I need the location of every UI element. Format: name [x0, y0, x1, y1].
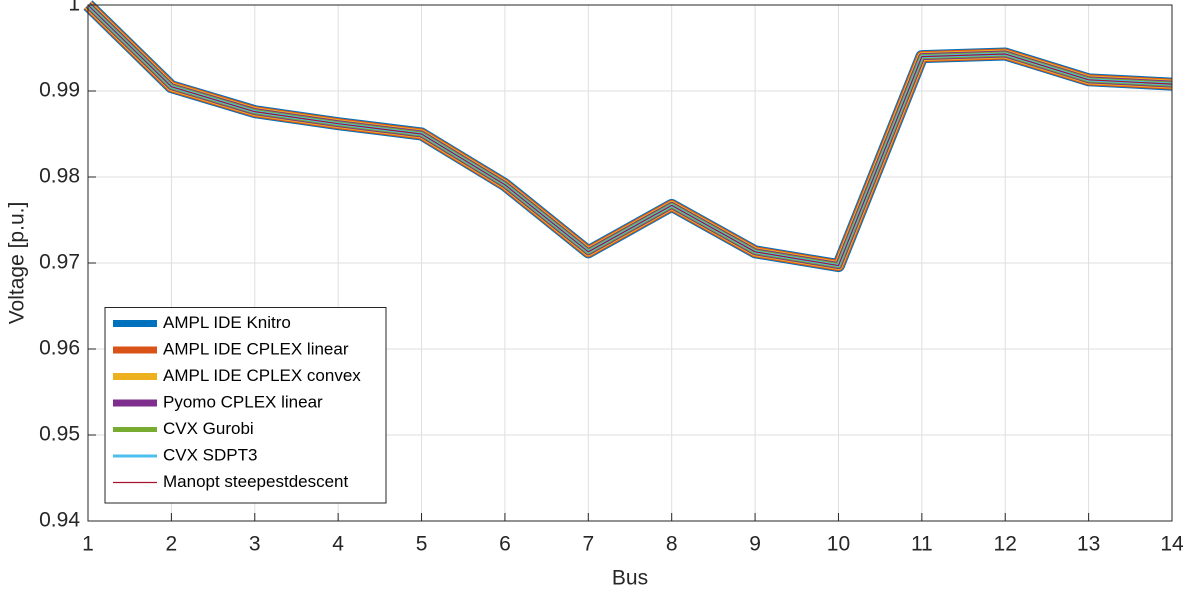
legend-label: AMPL IDE CPLEX convex: [163, 366, 361, 385]
x-tick-label: 8: [666, 533, 678, 556]
y-tick-label: 0.97: [39, 251, 80, 274]
y-tick-label: 0.96: [39, 337, 80, 360]
legend-label: AMPL IDE Knitro: [163, 313, 291, 332]
y-tick-label: 1: [68, 0, 80, 16]
y-tick-label: 0.94: [39, 509, 80, 532]
legend-label: AMPL IDE CPLEX linear: [163, 339, 349, 358]
x-tick-label: 13: [1077, 533, 1100, 556]
legend: AMPL IDE Knitro AMPL IDE CPLEX linear AMPL…: [104, 307, 387, 504]
x-tick-label: 7: [582, 533, 594, 556]
y-tick-label: 0.95: [39, 423, 80, 446]
x-tick-label: 3: [249, 533, 261, 556]
y-tick-label: 0.99: [39, 79, 80, 102]
x-tick-label: 14: [1160, 533, 1184, 556]
legend-label: CVX SDPT3: [163, 445, 257, 464]
x-tick-label: 5: [416, 533, 428, 556]
x-tick-label: 10: [827, 533, 850, 556]
legend-label: Manopt steepestdescent: [163, 472, 349, 491]
y-tick-label: 0.98: [39, 165, 80, 188]
x-tick-label: 12: [994, 533, 1017, 556]
legend-label: CVX Gurobi: [163, 419, 254, 438]
x-tick-label: 4: [332, 533, 344, 556]
x-tick-label: 1: [82, 533, 94, 556]
series-line: [87, 4, 1173, 267]
y-axis-label: Voltage [p.u.]: [6, 202, 29, 325]
x-tick-label: 9: [749, 533, 761, 556]
legend-label: Pyomo CPLEX linear: [163, 392, 323, 411]
x-tick-label: 11: [911, 533, 933, 556]
x-tick-label: 6: [499, 533, 511, 556]
x-axis-label: Bus: [612, 567, 648, 590]
x-tick-label: 2: [166, 533, 178, 556]
axes-box: [87, 4, 1173, 522]
